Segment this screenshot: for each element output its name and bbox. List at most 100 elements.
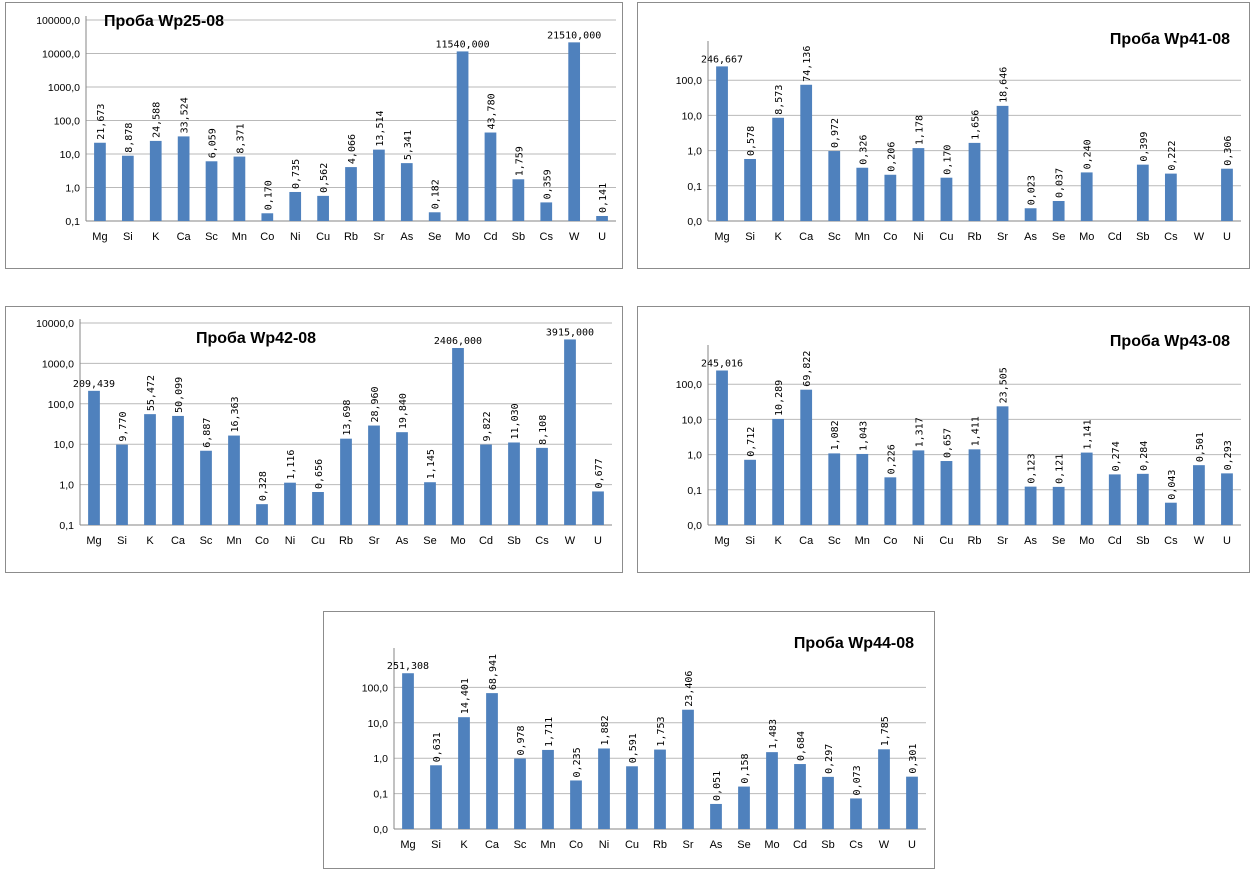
- x-tick-label: Cd: [479, 535, 493, 547]
- x-tick-label: Co: [569, 839, 583, 851]
- data-label-se: 1,145: [426, 449, 437, 479]
- chart-panel-wp42: 0,1 1,0 10,0 100,0 1000,0 10000,0 209,439 Mg 9,7…: [5, 306, 623, 573]
- bar-cu: [317, 195, 329, 221]
- x-tick-label: Sc: [828, 231, 841, 243]
- data-label-mn: 1,043: [858, 421, 869, 451]
- bar-cd: [480, 444, 492, 525]
- bar-sc: [200, 450, 212, 525]
- bar-se: [1052, 486, 1065, 525]
- y-tick-label: 100,0: [362, 682, 388, 694]
- y-tick-label: 1,0: [59, 480, 74, 492]
- data-label-se: 0,121: [1055, 454, 1066, 484]
- x-tick-label: Se: [428, 231, 441, 243]
- x-tick-label: Si: [117, 535, 127, 547]
- x-tick-label: Sr: [373, 231, 384, 243]
- x-tick-label: U: [908, 839, 916, 851]
- data-label-sr: 28,960: [370, 386, 381, 422]
- data-label-si: 8,878: [124, 123, 135, 153]
- y-tick-label: 0,1: [687, 485, 702, 497]
- bar-sr: [682, 709, 694, 829]
- bar-co: [884, 174, 897, 221]
- bar-mn: [856, 453, 869, 525]
- data-label-ca: 74,136: [802, 46, 813, 82]
- data-label-mn: 0,326: [858, 135, 869, 165]
- bar-se: [738, 786, 750, 829]
- x-tick-label: Sr: [683, 839, 694, 851]
- bar-sb: [512, 179, 525, 221]
- x-tick-label: Cd: [1108, 535, 1122, 547]
- data-label-k: 10,289: [774, 380, 785, 416]
- bar-cu: [940, 177, 953, 221]
- data-label-sc: 6,059: [208, 128, 219, 158]
- x-tick-label: Sc: [200, 535, 213, 547]
- data-label-sb: 1,759: [514, 146, 525, 176]
- x-tick-label: Cu: [316, 231, 330, 243]
- x-tick-label: Sb: [1136, 231, 1149, 243]
- data-label-cu: 0,170: [942, 145, 953, 175]
- data-label-ni: 0,735: [291, 159, 302, 189]
- bar-cs: [540, 202, 553, 221]
- x-tick-label: Cd: [1108, 231, 1122, 243]
- x-tick-label: Mn: [232, 231, 247, 243]
- x-tick-label: As: [710, 839, 723, 851]
- bar-mn: [228, 435, 240, 525]
- bar-se: [1052, 200, 1065, 221]
- bar-rb: [968, 449, 981, 525]
- bar-ca: [177, 136, 190, 221]
- bar-sb: [508, 442, 520, 525]
- data-label-sc: 0,978: [516, 725, 527, 755]
- data-label-mg: 209,439: [73, 379, 115, 390]
- chart-wp43: 0,0 0,1 1,0 10,0 100,0 245,016 Mg 0,712 Si 10,289…: [676, 333, 1241, 547]
- bar-sr: [373, 149, 385, 221]
- data-label-si: 0,631: [432, 732, 443, 762]
- bar-sb: [822, 776, 834, 829]
- x-tick-label: K: [460, 839, 468, 851]
- x-tick-label: Cu: [625, 839, 639, 851]
- bar-ni: [284, 482, 296, 525]
- bar-si: [744, 158, 756, 221]
- data-label-se: 0,182: [431, 179, 442, 209]
- y-tick-label: 1,0: [373, 753, 388, 765]
- data-label-as: 0,023: [1027, 175, 1038, 205]
- y-tick-label: 10,0: [682, 110, 703, 122]
- data-label-cs: 0,073: [852, 765, 863, 795]
- bar-u: [906, 776, 918, 829]
- bar-si: [116, 444, 128, 525]
- bar-mo: [452, 347, 464, 525]
- bar-mg: [716, 66, 728, 221]
- bar-ca: [172, 415, 184, 525]
- data-label-u: 0,293: [1223, 440, 1234, 470]
- y-tick-label: 100000,0: [36, 15, 80, 27]
- y-tick-label: 0,0: [687, 520, 702, 532]
- bar-si: [430, 765, 442, 829]
- data-label-as: 0,123: [1027, 454, 1038, 484]
- x-tick-label: Mn: [226, 535, 241, 547]
- data-label-cd: 9,822: [482, 411, 493, 441]
- data-label-mo: 1,483: [768, 719, 779, 749]
- data-label-se: 0,037: [1055, 168, 1066, 198]
- x-tick-label: Mo: [1079, 231, 1094, 243]
- x-tick-label: Rb: [653, 839, 667, 851]
- data-label-w: 21510,000: [547, 30, 601, 41]
- data-label-sr: 23,505: [999, 367, 1010, 403]
- data-label-sc: 6,887: [202, 418, 213, 448]
- x-tick-label: Sr: [997, 231, 1008, 243]
- x-tick-label: Rb: [967, 535, 981, 547]
- x-tick-label: U: [1223, 535, 1231, 547]
- bar-ca: [800, 84, 813, 222]
- data-label-k: 24,588: [152, 102, 163, 138]
- x-tick-label: U: [1223, 231, 1231, 243]
- x-tick-label: Si: [745, 231, 755, 243]
- x-tick-label: Ca: [177, 231, 192, 243]
- x-tick-label: Mo: [455, 231, 470, 243]
- x-tick-label: Ni: [913, 231, 923, 243]
- data-label-mo: 2406,000: [434, 336, 482, 347]
- y-tick-label: 100,0: [676, 75, 702, 87]
- bar-ca: [800, 389, 813, 525]
- y-tick-label: 10000,0: [36, 318, 74, 330]
- x-tick-label: Mo: [1079, 535, 1094, 547]
- bar-cd: [794, 764, 806, 829]
- x-tick-label: U: [594, 535, 602, 547]
- x-tick-label: Rb: [339, 535, 353, 547]
- x-tick-label: Cd: [793, 839, 807, 851]
